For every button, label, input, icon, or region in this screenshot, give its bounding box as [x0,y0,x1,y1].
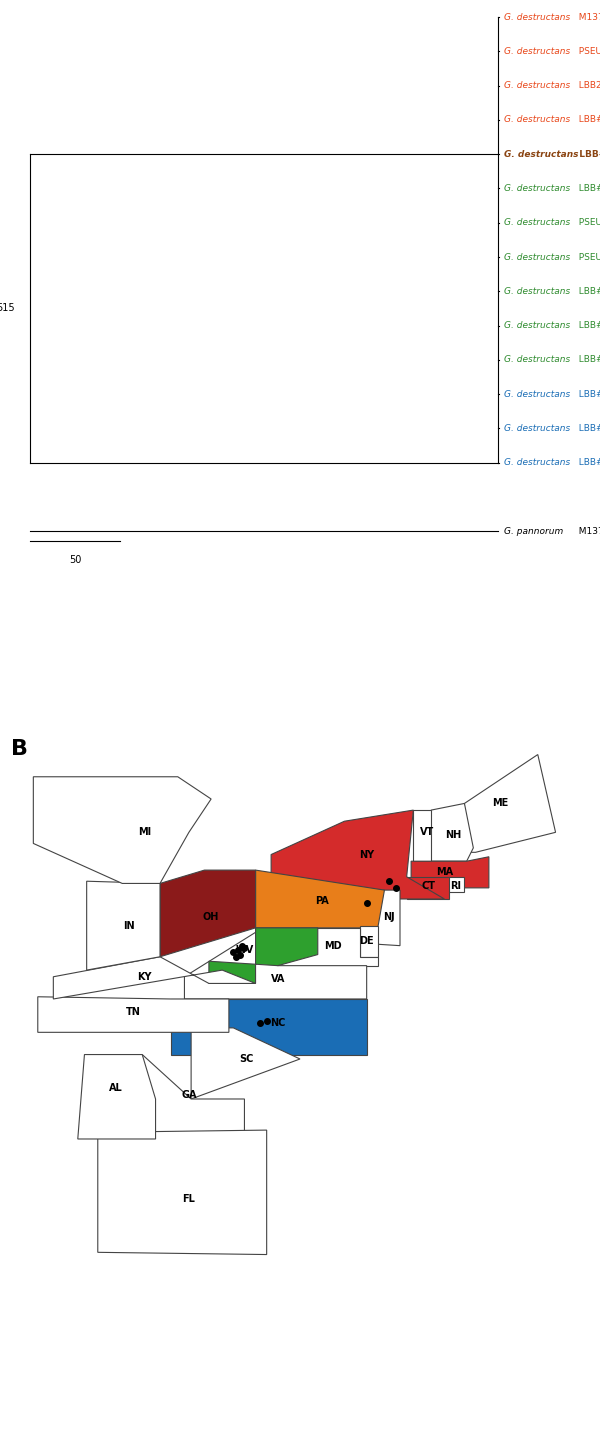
Text: NY: NY [359,850,374,860]
Text: PSEU#19 (2011 03 11): PSEU#19 (2011 03 11) [573,253,600,261]
Text: PSEU12251 (2010 04 13): PSEU12251 (2010 04 13) [573,48,600,56]
Text: G. destructans: G. destructans [504,287,570,296]
Polygon shape [142,1055,244,1134]
Polygon shape [191,1027,300,1100]
Polygon shape [160,870,256,957]
Text: LBB#20 (2011 03 23): LBB#20 (2011 03 23) [573,355,600,364]
Text: G. destructans: G. destructans [504,459,570,468]
Text: LBB#17 (2011 03 22): LBB#17 (2011 03 22) [573,150,600,159]
Text: 515: 515 [0,303,15,313]
Text: SC: SC [239,1053,254,1063]
Text: VT: VT [419,827,434,837]
Text: M1372: M1372 [573,527,600,535]
Text: CT: CT [422,880,436,890]
Text: PSEU#8 (2010 03 12): PSEU#8 (2010 03 12) [573,218,600,227]
Text: G. destructans: G. destructans [504,218,570,227]
Text: TN: TN [126,1007,141,1017]
Text: MI: MI [138,827,151,837]
Text: LBB#15 (2011 03 23): LBB#15 (2011 03 23) [573,287,600,296]
Text: WV: WV [235,945,254,955]
Polygon shape [78,1055,155,1139]
Polygon shape [360,925,378,957]
Polygon shape [464,755,556,853]
Text: OH: OH [203,912,219,922]
Text: NC: NC [270,1019,286,1029]
Polygon shape [431,804,473,861]
Text: G. destructans: G. destructans [504,81,570,89]
Text: DE: DE [359,937,374,947]
Text: G. destructans: G. destructans [504,115,570,124]
Polygon shape [413,810,431,861]
Text: 50: 50 [69,556,81,566]
Polygon shape [171,999,367,1055]
Text: LBB#13 (2011 02 03): LBB#13 (2011 02 03) [573,390,600,398]
Text: LBB#18 (2011 03 23): LBB#18 (2011 03 23) [573,322,600,330]
Polygon shape [271,810,445,899]
Text: IN: IN [123,921,135,931]
Text: ME: ME [492,798,508,808]
Polygon shape [86,882,160,970]
Text: LBB#11 (2010 03 25): LBB#11 (2010 03 25) [573,115,600,124]
Polygon shape [278,928,378,965]
Polygon shape [256,870,385,928]
Text: GA: GA [181,1089,197,1100]
Text: PA: PA [316,896,329,906]
Text: G. destructans: G. destructans [504,424,570,433]
Text: G. destructans: G. destructans [504,355,570,364]
Polygon shape [34,776,211,883]
Polygon shape [53,957,256,999]
Text: G. destructans: G. destructans [504,390,570,398]
Text: RI: RI [450,880,461,890]
Polygon shape [209,928,318,984]
Text: LBB#14 (2011 02 03): LBB#14 (2011 02 03) [573,424,600,433]
Polygon shape [98,1130,266,1254]
Text: G. destructans: G. destructans [504,13,570,22]
Polygon shape [364,890,400,945]
Text: LBB#16 (2011 02 08): LBB#16 (2011 02 08) [573,459,600,468]
Text: LBB21423 (2010 05 11): LBB21423 (2010 05 11) [573,81,600,89]
Text: G. destructans: G. destructans [504,185,570,193]
Text: G. destructans: G. destructans [504,322,570,330]
Polygon shape [411,857,489,887]
Text: KY: KY [137,971,152,981]
Text: G. pannorum: G. pannorum [504,527,563,535]
Text: VA: VA [271,974,285,984]
Text: MD: MD [325,941,342,951]
Text: G. destructans: G. destructans [504,48,570,56]
Text: LBB#3 (2010 02 23): LBB#3 (2010 02 23) [573,185,600,193]
Text: G. destructans: G. destructans [504,253,570,261]
Text: NH: NH [445,830,461,840]
Polygon shape [38,997,229,1032]
Polygon shape [184,932,367,999]
Text: AL: AL [109,1082,122,1092]
Polygon shape [446,877,464,892]
Text: NJ: NJ [383,912,395,922]
Polygon shape [407,877,449,899]
Text: FL: FL [182,1193,196,1203]
Text: G. destructans: G. destructans [504,150,578,159]
Text: B: B [11,739,28,759]
Text: M1379 (2008 03 28): M1379 (2008 03 28) [573,13,600,22]
Text: MA: MA [436,867,453,877]
